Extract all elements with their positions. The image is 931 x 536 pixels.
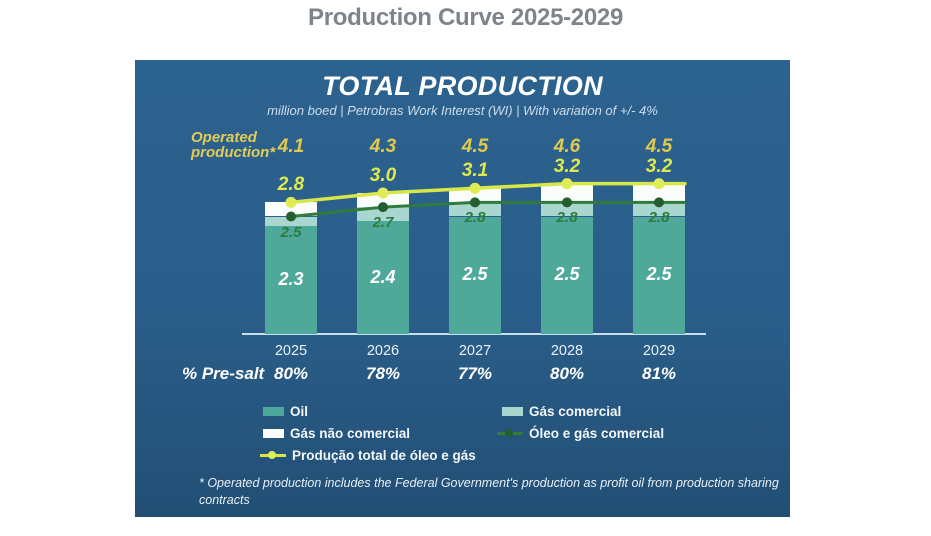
legend-label: Gás comercial: [529, 403, 622, 419]
legend-item-gas-nao-comercial: Gás não comercial: [263, 425, 410, 441]
bar-oil-2025: [265, 225, 317, 334]
oleo-gas-comercial-value-2028: 2.8: [556, 209, 578, 227]
year-label-2027: 2027: [458, 343, 492, 359]
pre-salt-label: % Pre-salt: [182, 364, 265, 383]
green-line-dot-icon: [497, 428, 523, 438]
yellow-line-dot-icon: [260, 450, 286, 460]
pre-salt-value-2029: 81%: [641, 364, 677, 383]
gas-comercial-swatch-icon: [502, 406, 523, 416]
legend-label: Óleo e gás comercial: [529, 425, 665, 441]
bar-oil-2026: [357, 221, 409, 334]
operated-value-2028: 4.6: [553, 136, 581, 157]
legend-label: Gás não comercial: [290, 425, 411, 441]
year-label-2028: 2028: [550, 343, 584, 359]
total-production-value-2025: 2.8: [277, 174, 305, 196]
total-production-value-2028: 3.2: [553, 155, 581, 177]
operated-value-2029: 4.5: [645, 136, 673, 157]
bar-gas-nao-comercial-2026: [357, 193, 409, 208]
operated-value-2026: 4.3: [369, 136, 397, 157]
pre-salt-value-2026: 78%: [365, 364, 401, 383]
oil-value-2027: 2.5: [462, 264, 488, 285]
bar-gas-nao-comercial-2029: [633, 183, 685, 203]
legend-label: Produção total de óleo e gás: [292, 447, 476, 463]
pre-salt-value-2028: 80%: [549, 364, 585, 383]
bar-oil-2029: [633, 216, 685, 334]
operated-value-2025: 4.1: [277, 136, 305, 157]
legend-item-oleo-gas-comercial: Óleo e gás comercial: [497, 425, 664, 441]
gas-nao-comercial-swatch-icon: [263, 428, 284, 438]
bar-oil-2027: [449, 216, 501, 334]
year-label-2025: 2025: [274, 343, 308, 359]
oil-swatch-icon: [263, 406, 284, 416]
page-title: Production Curve 2025-2029: [308, 4, 623, 31]
oleo-gas-comercial-value-2027: 2.8: [464, 209, 486, 227]
pre-salt-value-2027: 77%: [457, 364, 493, 383]
oil-value-2026: 2.4: [370, 266, 396, 287]
legend-label: Oil: [290, 403, 309, 419]
total-production-value-2027: 3.1: [461, 160, 489, 182]
bar-oil-2028: [541, 216, 593, 334]
oleo-gas-comercial-value-2029: 2.8: [648, 209, 670, 227]
oleo-gas-comercial-value-2026: 2.7: [372, 214, 394, 232]
oleo-gas-comercial-value-2025: 2.5: [280, 223, 302, 241]
year-label-2029: 2029: [642, 343, 676, 359]
operated-value-2027: 4.5: [461, 136, 489, 157]
year-label-2026: 2026: [366, 343, 400, 359]
pre-salt-value-2025: 80%: [273, 364, 309, 383]
bar-gas-nao-comercial-2025: [265, 202, 317, 217]
oil-value-2029: 2.5: [646, 264, 672, 285]
total-production-value-2029: 3.2: [645, 155, 673, 177]
operated-production-label: Operated production*: [191, 129, 276, 162]
oil-value-2028: 2.5: [554, 264, 580, 285]
footnote: * Operated production includes the Feder…: [199, 476, 779, 507]
bar-gas-nao-comercial-2028: [541, 183, 593, 203]
total-production-value-2026: 3.0: [369, 165, 397, 186]
legend-item-gas-comercial: Gás comercial: [502, 403, 621, 419]
bar-gas-nao-comercial-2027: [449, 188, 501, 203]
chart-title: TOTAL PRODUCTION: [322, 71, 603, 101]
x-axis-line: [242, 333, 706, 335]
legend-item-producao-total: Produção total de óleo e gás: [260, 447, 476, 463]
oil-value-2025: 2.3: [278, 268, 304, 289]
chart-subtitle: million boed | Petrobras Work Interest (…: [267, 103, 658, 118]
legend-item-oil: Oil: [263, 403, 308, 419]
